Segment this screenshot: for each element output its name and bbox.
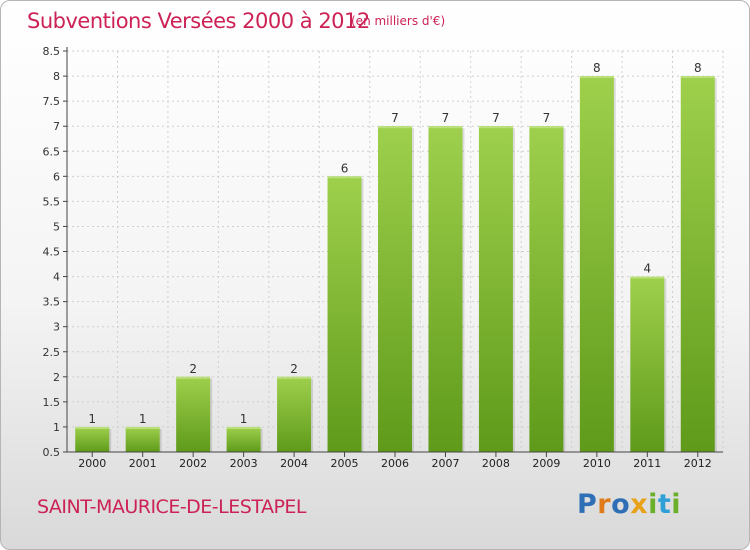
y-tick-label: 1.5 bbox=[43, 396, 61, 409]
x-tick-label: 2010 bbox=[583, 457, 611, 470]
y-tick-label: 8 bbox=[53, 70, 60, 83]
bar bbox=[630, 276, 665, 452]
y-tick-label: 5 bbox=[53, 220, 60, 233]
x-tick-label: 2006 bbox=[381, 457, 409, 470]
y-tick-label: 7 bbox=[53, 120, 60, 133]
data-label: 1 bbox=[88, 412, 96, 426]
y-tick-label: 3 bbox=[53, 321, 60, 334]
x-tick-label: 2001 bbox=[129, 457, 157, 470]
logo-letter: r bbox=[597, 489, 612, 520]
logo-letter: i bbox=[671, 489, 682, 520]
logo-letter: x bbox=[630, 489, 649, 520]
x-tick-label: 2004 bbox=[280, 457, 308, 470]
data-label: 2 bbox=[189, 362, 197, 376]
y-tick-label: 1 bbox=[53, 421, 60, 434]
bar bbox=[378, 126, 412, 452]
bar bbox=[125, 426, 160, 452]
bar-highlight bbox=[327, 176, 362, 179]
logo-letter: t bbox=[657, 489, 672, 520]
proxiti-logo: Proxiti bbox=[577, 489, 681, 520]
bar bbox=[680, 76, 715, 452]
bar-highlight bbox=[176, 376, 211, 379]
bar-highlight bbox=[529, 126, 564, 129]
data-label: 7 bbox=[543, 111, 551, 125]
x-tick-label: 2003 bbox=[230, 457, 258, 470]
x-tick-label: 2009 bbox=[532, 457, 560, 470]
data-label: 2 bbox=[290, 362, 298, 376]
bar bbox=[327, 176, 362, 452]
bar-highlight bbox=[478, 126, 513, 129]
data-label: 6 bbox=[341, 161, 349, 175]
data-label: 8 bbox=[694, 61, 702, 75]
x-tick-label: 2005 bbox=[331, 457, 359, 470]
y-tick-label: 2 bbox=[53, 371, 60, 384]
y-tick-label: 2.5 bbox=[43, 346, 61, 359]
y-tick-label: 5.5 bbox=[43, 195, 61, 208]
x-tick-label: 2012 bbox=[684, 457, 712, 470]
bar-highlight bbox=[277, 376, 312, 379]
bar bbox=[579, 76, 614, 452]
data-label: 1 bbox=[139, 412, 147, 426]
bar bbox=[226, 426, 261, 452]
chart-unit-subtitle: (en milliers d'€) bbox=[351, 14, 446, 28]
bars: 1 1 2 1 2 6 7 7 7 7 8 4 8 bbox=[75, 61, 717, 452]
data-label: 7 bbox=[442, 111, 450, 125]
y-tick-label: 0.5 bbox=[43, 446, 61, 459]
x-tick-label: 2002 bbox=[179, 457, 207, 470]
bar-highlight bbox=[75, 426, 110, 429]
bar-highlight bbox=[125, 426, 160, 429]
bar-highlight bbox=[630, 276, 665, 279]
bar bbox=[277, 376, 312, 452]
bar-highlight bbox=[378, 126, 412, 129]
axes: 0.5 1 1.5 2 2.5 3 3.5 4 4.5 5 5.5 6 6.5 7 7.5 8 8.5 2000 2… bbox=[43, 45, 723, 470]
data-label: 1 bbox=[240, 412, 248, 426]
data-label: 8 bbox=[593, 61, 601, 75]
bar bbox=[428, 126, 463, 452]
y-tick-label: 8.5 bbox=[43, 45, 61, 58]
x-tick-label: 2000 bbox=[78, 457, 106, 470]
y-tick-label: 4 bbox=[53, 271, 60, 284]
bar-highlight bbox=[680, 76, 715, 79]
bar-highlight bbox=[428, 126, 463, 129]
data-label: 4 bbox=[643, 262, 651, 276]
x-tick-label: 2007 bbox=[431, 457, 459, 470]
x-tick-label: 2011 bbox=[633, 457, 661, 470]
bar bbox=[75, 426, 110, 452]
municipality-name: SAINT-MAURICE-DE-LESTAPEL bbox=[37, 496, 307, 518]
chart-title: Subventions Versées 2000 à 2012 bbox=[27, 9, 370, 33]
y-tick-label: 4.5 bbox=[43, 246, 61, 259]
x-tick-label: 2008 bbox=[482, 457, 510, 470]
logo-letter: P bbox=[577, 489, 598, 520]
bar-highlight bbox=[226, 426, 261, 429]
bar-highlight bbox=[579, 76, 614, 79]
logo-letter: o bbox=[611, 489, 631, 520]
y-tick-label: 7.5 bbox=[43, 95, 61, 108]
data-label: 7 bbox=[391, 111, 399, 125]
y-tick-label: 6 bbox=[53, 170, 60, 183]
bar bbox=[478, 126, 513, 452]
y-tick-label: 6.5 bbox=[43, 145, 61, 158]
bar bbox=[176, 376, 211, 452]
data-label: 7 bbox=[492, 111, 500, 125]
logo-letter: i bbox=[648, 489, 658, 520]
bar bbox=[529, 126, 564, 452]
y-tick-label: 3.5 bbox=[43, 296, 61, 309]
